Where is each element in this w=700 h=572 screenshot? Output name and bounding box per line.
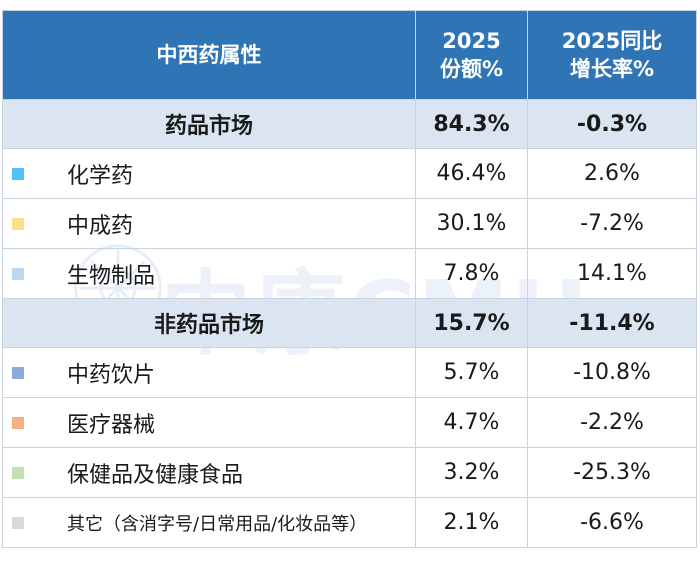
section-label: 非药品市场 bbox=[2, 298, 416, 348]
header-share-line2: 份额% bbox=[439, 57, 504, 81]
legend-square-icon bbox=[12, 217, 24, 230]
row-label: 化学药 bbox=[67, 163, 134, 189]
row-growth: -6.6% bbox=[527, 497, 697, 548]
row-label: 其它（含消字号/日常用品/化妆品等） bbox=[67, 513, 368, 535]
row-label: 医疗器械 bbox=[67, 412, 156, 438]
table-row: 保健品及健康食品 3.2% -25.3% bbox=[2, 447, 697, 498]
row-label: 生物制品 bbox=[67, 263, 156, 289]
section-growth: -11.4% bbox=[527, 298, 697, 348]
row-share: 7.8% bbox=[415, 248, 528, 299]
section-row-drug-market: 药品市场 84.3% -0.3% bbox=[2, 99, 697, 149]
legend-square-icon bbox=[12, 516, 24, 529]
row-growth: 14.1% bbox=[527, 248, 697, 299]
section-share: 15.7% bbox=[415, 298, 528, 348]
header-growth-line1: 2025同比 bbox=[561, 29, 663, 53]
header-share-line1: 2025 bbox=[442, 29, 501, 53]
table-row: 医疗器械 4.7% -2.2% bbox=[2, 397, 697, 448]
header-share: 2025 份额% bbox=[415, 10, 528, 100]
table-row: 化学药 46.4% 2.6% bbox=[2, 148, 697, 199]
table-row: 其它（含消字号/日常用品/化妆品等） 2.1% -6.6% bbox=[2, 497, 697, 548]
row-share: 46.4% bbox=[415, 148, 528, 199]
legend-square-icon bbox=[12, 167, 24, 180]
header-category: 中西药属性 bbox=[2, 10, 416, 100]
legend-square-icon bbox=[12, 416, 24, 429]
header-row: 中西药属性 2025 份额% 2025同比 增长率% bbox=[2, 10, 697, 100]
section-label: 药品市场 bbox=[2, 99, 416, 149]
row-label: 中药饮片 bbox=[67, 362, 156, 388]
legend-square-icon bbox=[12, 267, 24, 280]
row-growth: -2.2% bbox=[527, 397, 697, 448]
row-growth: -7.2% bbox=[527, 198, 697, 249]
section-growth: -0.3% bbox=[527, 99, 697, 149]
header-growth: 2025同比 增长率% bbox=[527, 10, 697, 100]
row-growth: 2.6% bbox=[527, 148, 697, 199]
row-share: 3.2% bbox=[415, 447, 528, 498]
row-share: 4.7% bbox=[415, 397, 528, 448]
table-row: 中药饮片 5.7% -10.8% bbox=[2, 347, 697, 398]
table-row: 中成药 30.1% -7.2% bbox=[2, 198, 697, 249]
row-share: 2.1% bbox=[415, 497, 528, 548]
legend-square-icon bbox=[12, 366, 24, 379]
table-row: 生物制品 7.8% 14.1% bbox=[2, 248, 697, 299]
row-growth: -10.8% bbox=[527, 347, 697, 398]
section-share: 84.3% bbox=[415, 99, 528, 149]
row-share: 5.7% bbox=[415, 347, 528, 398]
row-share: 30.1% bbox=[415, 198, 528, 249]
row-label: 保健品及健康食品 bbox=[67, 462, 244, 488]
header-growth-line2: 增长率% bbox=[569, 57, 655, 81]
row-growth: -25.3% bbox=[527, 447, 697, 498]
section-row-non-drug-market: 非药品市场 15.7% -11.4% bbox=[2, 298, 697, 348]
market-share-table: 中西药属性 2025 份额% 2025同比 增长率% 药品市场 84.3% -0… bbox=[2, 10, 697, 548]
legend-square-icon bbox=[12, 466, 24, 479]
row-label: 中成药 bbox=[67, 213, 134, 239]
